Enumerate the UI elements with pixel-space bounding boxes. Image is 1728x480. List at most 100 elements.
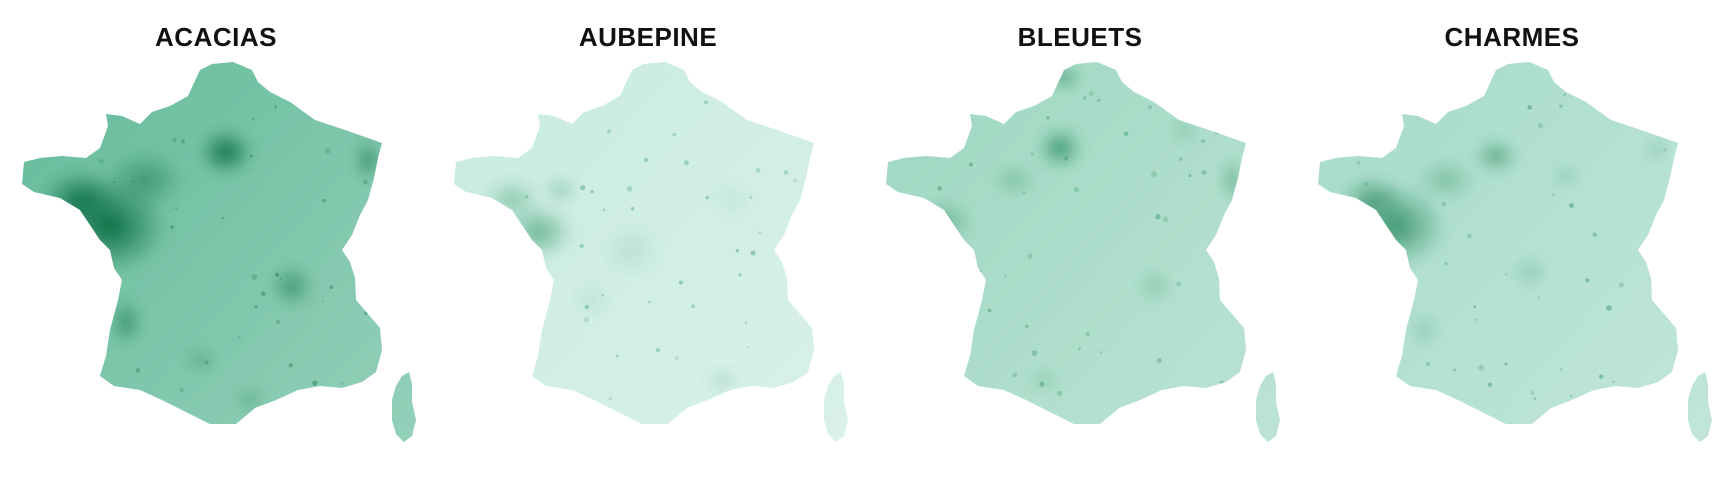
- town-dot: [608, 396, 613, 401]
- town-dot: [643, 157, 649, 163]
- density-hotspot: [234, 388, 266, 412]
- town-dot: [1078, 347, 1081, 350]
- town-dot: [1663, 148, 1667, 152]
- town-dot: [158, 97, 163, 102]
- town-dot: [170, 225, 174, 229]
- town-dot: [583, 317, 590, 323]
- town-dot: [525, 195, 529, 199]
- town-dot: [1592, 232, 1597, 237]
- town-dot: [51, 388, 56, 393]
- town-dot: [486, 390, 491, 396]
- density-hotspot: [1220, 156, 1244, 204]
- town-dot: [579, 243, 584, 249]
- town-dot: [1082, 96, 1087, 101]
- town-dot: [512, 352, 518, 358]
- town-dot: [1201, 169, 1207, 175]
- town-dot: [921, 209, 924, 212]
- town-dot: [1031, 350, 1038, 356]
- town-dot: [968, 85, 974, 91]
- town-dot: [744, 321, 747, 325]
- town-dot: [704, 100, 708, 105]
- density-hotspot: [1030, 368, 1058, 392]
- town-dot: [1467, 233, 1472, 239]
- town-dot: [237, 335, 241, 340]
- town-dot: [117, 223, 120, 226]
- town-dot: [341, 382, 344, 385]
- town-dot: [1478, 365, 1485, 371]
- town-dot: [987, 308, 992, 313]
- density-hotspot: [1474, 138, 1518, 174]
- town-dot: [48, 367, 52, 371]
- town-dot: [179, 388, 184, 393]
- town-dot: [485, 277, 490, 281]
- town-dot: [1089, 91, 1094, 97]
- town-dot: [1598, 374, 1604, 379]
- town-dot: [346, 124, 350, 128]
- town-dot: [1460, 105, 1463, 108]
- town-dot: [322, 198, 327, 203]
- town-dot: [1612, 380, 1616, 384]
- map-panel-aubepine: AUBEPINE: [432, 0, 864, 480]
- density-hotspot: [484, 178, 540, 222]
- town-dot: [749, 196, 753, 200]
- town-dot: [76, 391, 82, 396]
- town-dot: [672, 132, 677, 137]
- town-dot: [1231, 90, 1238, 96]
- town-dot: [1652, 225, 1656, 229]
- town-dot: [113, 181, 116, 184]
- density-hotspot: [502, 204, 574, 260]
- town-dot: [501, 266, 506, 271]
- france-choropleth-map: [454, 62, 848, 442]
- town-dot: [1219, 380, 1224, 385]
- town-dot: [750, 250, 756, 256]
- map-title: BLEUETS: [1017, 22, 1143, 52]
- town-dot: [979, 269, 982, 272]
- town-dot: [1064, 156, 1069, 161]
- density-hotspot: [182, 346, 218, 374]
- town-dot: [674, 356, 679, 360]
- map-panel-charmes: CHARMES: [1296, 0, 1728, 480]
- town-dot: [580, 185, 586, 191]
- density-hotspot: [1554, 166, 1578, 186]
- town-dot: [655, 348, 660, 353]
- town-dot: [48, 398, 53, 403]
- density-hotspot: [354, 138, 382, 182]
- town-dot: [251, 117, 255, 121]
- town-dot: [758, 231, 762, 235]
- town-dot: [371, 259, 375, 264]
- town-dot: [793, 178, 798, 183]
- town-dot: [275, 272, 280, 277]
- town-dot: [495, 255, 500, 260]
- town-dot: [526, 118, 530, 122]
- town-dot: [602, 208, 606, 211]
- town-dot: [797, 201, 804, 208]
- town-dot: [1642, 85, 1647, 90]
- town-dot: [1619, 282, 1624, 288]
- town-dot: [626, 186, 633, 192]
- town-dot: [1529, 390, 1535, 396]
- town-dot: [937, 186, 942, 191]
- town-dot: [1073, 186, 1080, 193]
- density-hotspot: [572, 282, 612, 318]
- map-title: AUBEPINE: [578, 22, 718, 52]
- town-dot: [1356, 161, 1361, 165]
- town-dot: [1188, 174, 1192, 178]
- town-dot: [1214, 129, 1220, 135]
- town-dot: [942, 143, 948, 148]
- town-dot: [550, 110, 556, 116]
- town-dot: [180, 139, 186, 144]
- town-dot: [1453, 368, 1456, 372]
- town-dot: [968, 162, 974, 167]
- town-dot: [648, 300, 652, 304]
- town-dot: [1353, 276, 1359, 283]
- town-dot: [755, 167, 761, 173]
- town-dot: [1505, 273, 1508, 276]
- town-dot: [1046, 116, 1050, 120]
- town-dot: [1027, 253, 1033, 260]
- town-dot: [1022, 190, 1026, 195]
- town-dot: [1504, 362, 1508, 366]
- town-dot: [307, 109, 312, 114]
- density-hotspot: [1644, 138, 1668, 162]
- town-dot: [1410, 102, 1415, 107]
- density-hotspot: [198, 128, 254, 176]
